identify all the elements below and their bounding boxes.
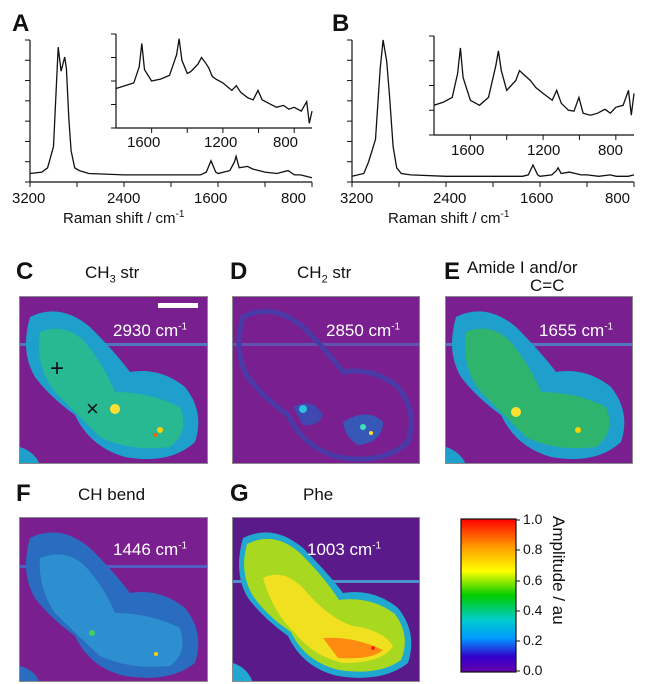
cross-marker-x: × bbox=[86, 396, 99, 421]
inset-tick-b-1600: 1600 bbox=[451, 142, 485, 159]
raman-map-f: 1446 cm-1 bbox=[19, 517, 208, 682]
colorbar-tick-0.8: 0.8 bbox=[523, 541, 543, 557]
tick-a-1600: 1600 bbox=[194, 190, 228, 207]
tick-a-3200: 3200 bbox=[12, 190, 46, 207]
inset-tick-a-1200: 1200 bbox=[204, 134, 238, 151]
panel-label-g: G bbox=[230, 480, 249, 507]
wavenumber-g: 1003 cm-1 bbox=[307, 540, 382, 559]
colorbar bbox=[460, 518, 520, 673]
inset-tick-b-1200: 1200 bbox=[527, 142, 561, 159]
map-title-f: CH bend bbox=[78, 485, 146, 504]
map-title-c: CH3 str bbox=[85, 263, 140, 286]
panel-label-c: C bbox=[16, 258, 34, 285]
tick-a-800: 800 bbox=[281, 190, 307, 207]
inset-b-line bbox=[433, 47, 635, 116]
raman-map-g: 1003 cm-1 bbox=[232, 517, 420, 682]
wavenumber-f: 1446 cm-1 bbox=[113, 540, 188, 559]
panel-label-d: D bbox=[230, 258, 248, 285]
raman-map-c: + × 2930 cm-1 bbox=[19, 296, 208, 464]
colorbar-label: Amplitude / au bbox=[549, 516, 568, 625]
map-title-g: Phe bbox=[303, 485, 334, 504]
raman-map-d: 2850 cm-1 bbox=[232, 296, 420, 464]
colorbar-tick-1.0: 1.0 bbox=[523, 511, 543, 527]
tick-b-1600: 1600 bbox=[520, 190, 554, 207]
wavenumber-c: 2930 cm-1 bbox=[113, 321, 188, 340]
inset-a-line bbox=[115, 38, 313, 124]
map-title-d: CH2 str bbox=[297, 263, 352, 286]
map-title-e-line2: C=C bbox=[530, 276, 565, 295]
panel-label-b: B bbox=[332, 10, 350, 37]
colorbar-tick-0.6: 0.6 bbox=[523, 572, 543, 588]
wavenumber-d: 2850 cm-1 bbox=[326, 321, 401, 340]
tick-a-2400: 2400 bbox=[107, 190, 141, 207]
tick-b-3200: 3200 bbox=[340, 190, 374, 207]
map-title-e-line1: Amide I and/or bbox=[467, 258, 578, 277]
inset-tick-a-800: 800 bbox=[273, 134, 299, 151]
panel-label-a: A bbox=[12, 10, 30, 37]
spec-a-line bbox=[29, 47, 313, 179]
xlabel-a: Raman shift / cm-1 bbox=[63, 209, 185, 228]
spectrum-plot-a bbox=[25, 33, 313, 187]
inset-tick-a-1600: 1600 bbox=[127, 134, 161, 151]
spectrum-plot-b bbox=[347, 35, 635, 187]
colorbar-tick-0.0: 0.0 bbox=[523, 662, 543, 678]
tick-b-800: 800 bbox=[605, 190, 631, 207]
tick-b-2400: 2400 bbox=[433, 190, 467, 207]
wavenumber-e: 1655 cm-1 bbox=[539, 321, 614, 340]
raman-map-e: 1655 cm-1 bbox=[445, 296, 633, 464]
colorbar-tick-0.4: 0.4 bbox=[523, 602, 543, 618]
panel-label-f: F bbox=[16, 480, 31, 507]
panel-label-e: E bbox=[444, 258, 461, 285]
spec-b-line bbox=[351, 39, 635, 177]
colorbar-tick-0.2: 0.2 bbox=[523, 632, 543, 648]
cross-marker-plus: + bbox=[50, 355, 65, 382]
xlabel-b: Raman shift / cm-1 bbox=[388, 209, 510, 228]
inset-tick-b-800: 800 bbox=[598, 142, 624, 159]
